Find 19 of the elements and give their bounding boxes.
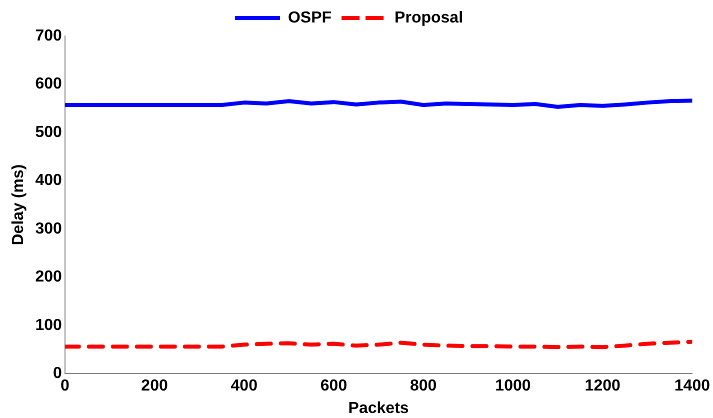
x-axis-title: Packets bbox=[348, 400, 409, 417]
y-tick-label: 600 bbox=[35, 76, 62, 93]
y-tick-label: 500 bbox=[35, 124, 62, 141]
x-tick-label: 1400 bbox=[674, 378, 710, 395]
y-tick-label: 0 bbox=[52, 365, 62, 382]
legend-label: Proposal bbox=[394, 9, 464, 26]
y-tick-label: 300 bbox=[35, 220, 62, 238]
legend-label: OSPF bbox=[288, 9, 332, 26]
x-tick-label: 1000 bbox=[495, 378, 531, 395]
x-tick-label: 600 bbox=[320, 378, 348, 395]
x-tick-label: 200 bbox=[141, 378, 168, 395]
x-tick-label: 1200 bbox=[584, 378, 620, 395]
y-tick-label: 200 bbox=[35, 268, 62, 286]
x-tick-label: 400 bbox=[230, 378, 258, 395]
y-tick-label: 100 bbox=[35, 316, 62, 334]
y-tick-label: 700 bbox=[35, 27, 62, 44]
y-tick-label: 400 bbox=[35, 172, 62, 190]
y-axis-title: Delay (ms) bbox=[10, 164, 28, 246]
x-tick-label: 800 bbox=[410, 378, 437, 395]
